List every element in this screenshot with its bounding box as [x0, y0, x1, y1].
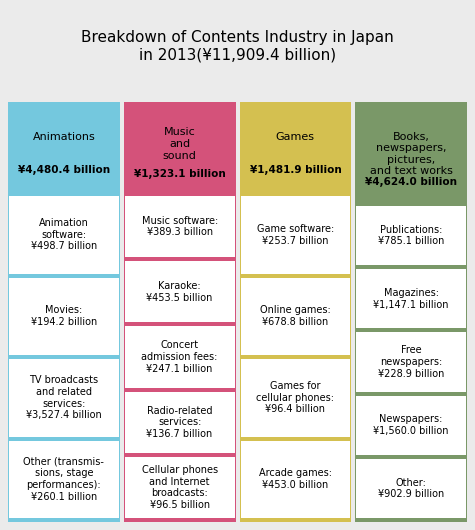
FancyBboxPatch shape	[240, 196, 350, 273]
FancyBboxPatch shape	[125, 196, 235, 257]
FancyBboxPatch shape	[125, 326, 235, 387]
FancyBboxPatch shape	[356, 395, 466, 455]
FancyBboxPatch shape	[124, 102, 236, 522]
FancyBboxPatch shape	[9, 196, 119, 273]
FancyBboxPatch shape	[9, 359, 119, 437]
FancyBboxPatch shape	[125, 261, 235, 322]
Text: Karaoke:
¥453.5 billion: Karaoke: ¥453.5 billion	[146, 281, 213, 303]
Text: Other:
¥902.9 billion: Other: ¥902.9 billion	[378, 478, 444, 499]
FancyBboxPatch shape	[125, 392, 235, 453]
Text: Movies:
¥194.2 billion: Movies: ¥194.2 billion	[31, 305, 97, 327]
Text: Newspapers:
¥1,560.0 billion: Newspapers: ¥1,560.0 billion	[373, 414, 449, 436]
Text: Arcade games:
¥453.0 billion: Arcade games: ¥453.0 billion	[259, 469, 332, 490]
Text: Radio-related
services:
¥136.7 billion: Radio-related services: ¥136.7 billion	[146, 405, 213, 439]
FancyBboxPatch shape	[8, 102, 120, 522]
FancyBboxPatch shape	[240, 278, 350, 355]
FancyBboxPatch shape	[239, 102, 351, 522]
Text: Cellular phones
and Internet
broadcasts:
¥96.5 billion: Cellular phones and Internet broadcasts:…	[142, 465, 218, 510]
Text: Online games:
¥678.8 billion: Online games: ¥678.8 billion	[260, 305, 331, 327]
FancyBboxPatch shape	[240, 440, 350, 518]
FancyBboxPatch shape	[9, 278, 119, 355]
FancyBboxPatch shape	[240, 359, 350, 437]
FancyBboxPatch shape	[125, 457, 235, 518]
Text: Music
and
sound: Music and sound	[162, 127, 197, 161]
FancyBboxPatch shape	[356, 206, 466, 265]
Text: Game software:
¥253.7 billion: Game software: ¥253.7 billion	[257, 224, 334, 245]
Text: Free
newspapers:
¥228.9 billion: Free newspapers: ¥228.9 billion	[378, 346, 444, 378]
Text: Magazines:
¥1,147.1 billion: Magazines: ¥1,147.1 billion	[373, 288, 449, 310]
Text: TV broadcasts
and related
services:
¥3,527.4 billion: TV broadcasts and related services: ¥3,5…	[26, 375, 102, 420]
Text: Music software:
¥389.3 billion: Music software: ¥389.3 billion	[142, 216, 218, 237]
FancyBboxPatch shape	[356, 269, 466, 329]
Text: Breakdown of Contents Industry in Japan
in 2013(¥11,909.4 billion): Breakdown of Contents Industry in Japan …	[81, 30, 394, 63]
Text: Animations: Animations	[32, 132, 95, 142]
Text: Publications:
¥785.1 billion: Publications: ¥785.1 billion	[378, 225, 444, 246]
FancyBboxPatch shape	[356, 459, 466, 518]
Text: Animation
software:
¥498.7 billion: Animation software: ¥498.7 billion	[31, 218, 97, 251]
FancyBboxPatch shape	[355, 102, 467, 522]
Text: ¥4,480.4 billion: ¥4,480.4 billion	[18, 165, 110, 175]
Text: ¥4,624.0 billion: ¥4,624.0 billion	[365, 177, 457, 187]
Text: Concert
admission fees:
¥247.1 billion: Concert admission fees: ¥247.1 billion	[142, 340, 218, 374]
Text: ¥1,323.1 billion: ¥1,323.1 billion	[134, 169, 226, 179]
Text: Games for
cellular phones:
¥96.4 billion: Games for cellular phones: ¥96.4 billion	[256, 381, 334, 414]
FancyBboxPatch shape	[356, 332, 466, 392]
Text: Games: Games	[276, 132, 315, 142]
Text: Other (transmis-
sions, stage
performances):
¥260.1 billion: Other (transmis- sions, stage performanc…	[23, 457, 104, 502]
Text: ¥1,481.9 billion: ¥1,481.9 billion	[249, 165, 341, 175]
FancyBboxPatch shape	[9, 440, 119, 518]
Text: Books,
newspapers,
pictures,
and text works: Books, newspapers, pictures, and text wo…	[370, 131, 453, 176]
